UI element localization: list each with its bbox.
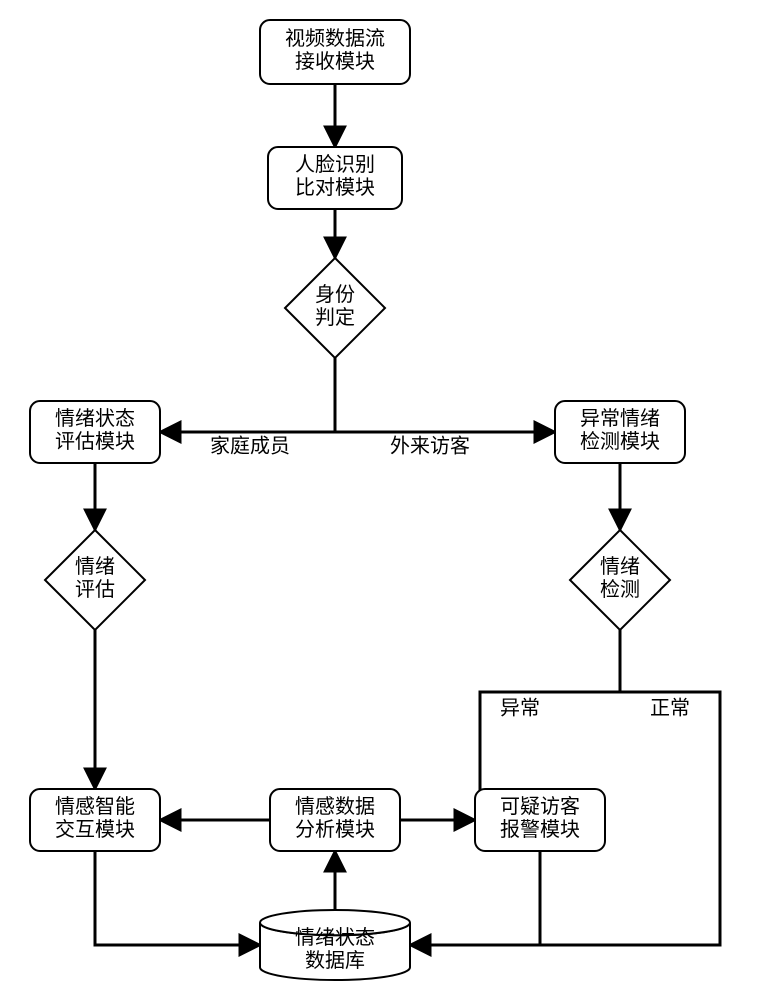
node-label: 数据库 [305, 949, 365, 972]
node-label: 报警模块 [500, 818, 580, 841]
node-emo_assess: 情绪状态评估模块 [30, 401, 160, 463]
node-emo_detect: 情绪检测 [570, 530, 670, 630]
flowchart-diagram: 视频数据流接收模块人脸识别比对模块身份判定情绪状态评估模块异常情绪检测模块情绪评… [0, 0, 763, 1000]
node-label: 情绪状态 [55, 407, 135, 430]
node-emo_analysis: 情感数据分析模块 [270, 789, 400, 851]
edge [160, 358, 335, 432]
node-label: 评估模块 [55, 430, 135, 453]
node-identity: 身份判定 [285, 258, 385, 358]
node-label: 分析模块 [295, 818, 375, 841]
edge [410, 851, 540, 945]
edge-label-normal: 正常 [650, 697, 690, 720]
node-label: 情感数据 [295, 795, 375, 818]
node-face_rec: 人脸识别比对模块 [268, 147, 402, 209]
node-abn_detect: 异常情绪检测模块 [555, 401, 685, 463]
edge [410, 630, 720, 945]
edge [95, 851, 260, 945]
node-label: 情绪 [75, 555, 115, 578]
node-video_recv: 视频数据流接收模块 [260, 20, 410, 84]
node-emo_interact: 情感智能交互模块 [30, 789, 160, 851]
node-alarm: 可疑访客报警模块 [475, 789, 605, 851]
node-label: 人脸识别 [295, 153, 375, 176]
node-label: 情绪 [600, 555, 640, 578]
node-label: 评估 [75, 578, 115, 601]
node-emo_eval: 情绪评估 [45, 530, 145, 630]
edge-label-visitor: 外来访客 [390, 435, 470, 458]
node-label: 可疑访客 [500, 795, 580, 818]
node-label: 异常情绪 [580, 407, 660, 430]
node-label: 比对模块 [295, 176, 375, 199]
node-label: 接收模块 [295, 50, 375, 73]
node-label: 检测 [600, 578, 640, 601]
node-label: 身份 [315, 283, 355, 306]
node-label: 情感智能 [55, 795, 135, 818]
node-label: 情绪状态 [295, 926, 375, 949]
node-label: 判定 [315, 306, 355, 329]
edge [335, 358, 555, 432]
node-label: 交互模块 [55, 818, 135, 841]
node-label: 检测模块 [580, 430, 660, 453]
node-db: 情绪状态数据库 [260, 910, 410, 980]
node-label: 视频数据流 [285, 27, 385, 50]
edge-label-family: 家庭成员 [210, 435, 290, 458]
edge-label-abnormal: 异常 [500, 697, 540, 720]
